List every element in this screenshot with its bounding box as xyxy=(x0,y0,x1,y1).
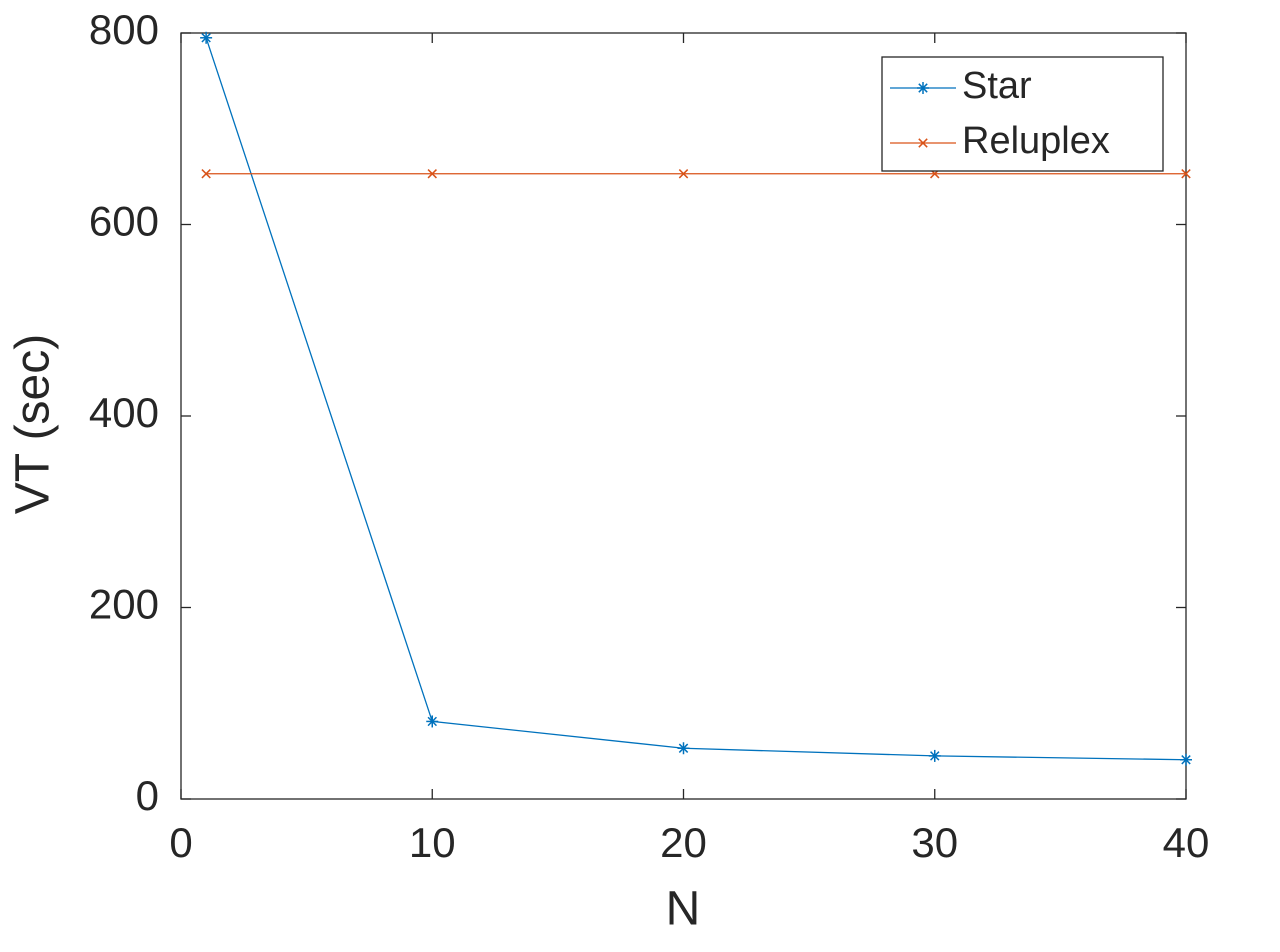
marker xyxy=(677,742,690,755)
marker xyxy=(918,138,928,148)
marker-stroke xyxy=(201,169,211,179)
marker-stroke xyxy=(930,751,940,761)
marker-stroke xyxy=(918,83,928,93)
marker xyxy=(1181,169,1191,179)
marker-stroke xyxy=(201,33,211,43)
y-tick-label: 600 xyxy=(89,198,159,245)
legend-label: Star xyxy=(962,65,1032,107)
marker-stroke xyxy=(678,743,689,753)
y-tick-label: 800 xyxy=(89,6,159,53)
x-tick-label: 10 xyxy=(409,819,456,866)
x-tick-label: 40 xyxy=(1163,819,1210,866)
marker-stroke xyxy=(1181,169,1191,179)
x-tick-label: 0 xyxy=(169,819,192,866)
marker xyxy=(1180,753,1192,766)
marker xyxy=(928,749,941,762)
marker-stroke xyxy=(427,169,437,179)
marker-stroke xyxy=(918,138,928,148)
legend-label: Reluplex xyxy=(962,120,1110,162)
x-axis-label: N xyxy=(666,883,701,936)
y-tick-label: 0 xyxy=(136,772,159,819)
marker-stroke xyxy=(427,716,437,727)
x-tick-label: 20 xyxy=(660,819,707,866)
marker-stroke xyxy=(678,169,689,179)
marker xyxy=(427,169,437,179)
marker xyxy=(201,169,211,179)
y-tick-label: 400 xyxy=(89,389,159,436)
marker xyxy=(200,31,213,44)
legend: Star Reluplex xyxy=(881,56,1164,172)
legend-box xyxy=(881,56,1164,172)
marker xyxy=(426,715,439,728)
marker xyxy=(678,169,689,179)
x-tick-label: 30 xyxy=(911,819,958,866)
y-tick-label: 200 xyxy=(89,581,159,628)
marker xyxy=(917,82,929,94)
y-axis-label: VT (sec) xyxy=(7,334,60,514)
marker-stroke xyxy=(1181,755,1191,765)
